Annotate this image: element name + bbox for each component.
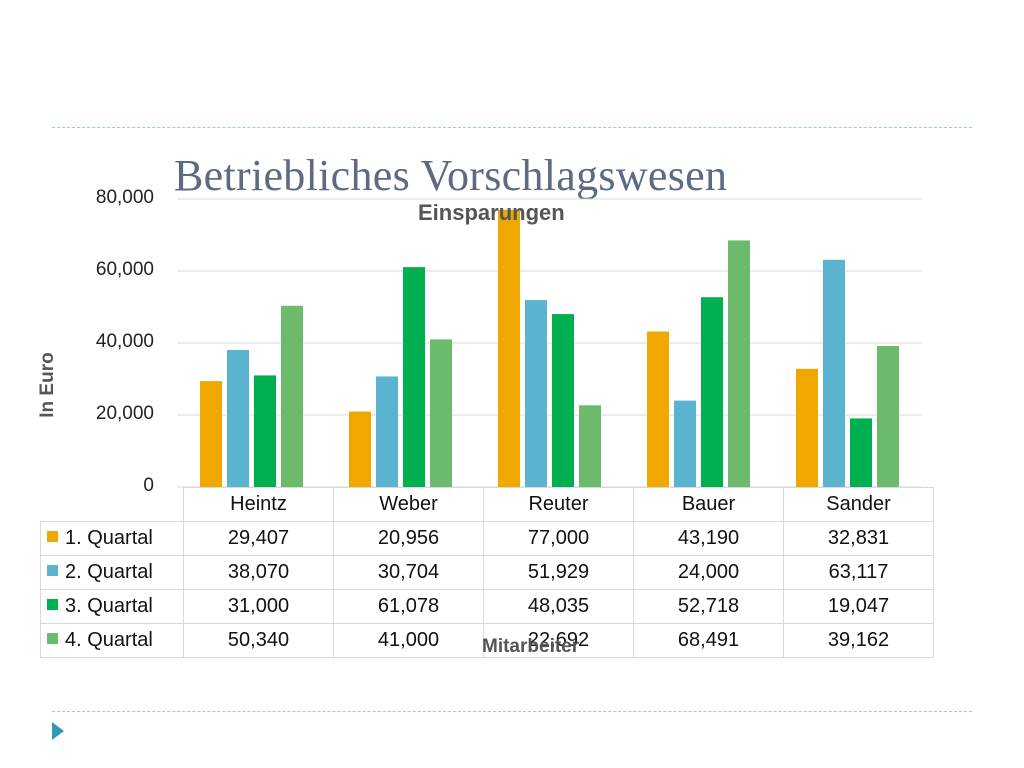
bar — [254, 375, 276, 487]
y-tick-label: 80,000 — [95, 187, 154, 208]
legend-swatch — [47, 565, 58, 577]
y-tick-label: 20,000 — [95, 403, 154, 424]
slide-title: Betriebliches Vorschlagswesen — [174, 151, 728, 200]
bar — [227, 349, 249, 487]
data-label: 43,190 — [633, 521, 784, 556]
bar — [796, 368, 818, 487]
bar — [674, 400, 696, 487]
bar — [552, 314, 574, 487]
bar — [850, 418, 872, 487]
data-label: 51,929 — [483, 555, 634, 590]
legend-entry: 3. Quartal — [40, 589, 184, 624]
data-label: 52,718 — [633, 589, 784, 624]
data-label: 30,704 — [333, 555, 484, 590]
category-label: Reuter — [483, 487, 634, 522]
legend-entry: 4. Quartal — [40, 623, 184, 658]
x-axis-label: Mitarbeiter — [482, 636, 580, 657]
data-table: Heintz Weber Reuter Bauer Sander 1. Quar… — [40, 487, 934, 658]
series-row: 2. Quartal 38,070 30,704 51,929 24,000 63,117 — [40, 555, 934, 590]
bar — [877, 346, 899, 487]
data-label: 61,078 — [333, 589, 484, 624]
bar — [579, 405, 601, 487]
bar — [728, 240, 750, 487]
series-name: 3. Quartal — [65, 595, 153, 617]
bottom-divider — [52, 711, 972, 712]
data-label: 32,831 — [783, 521, 934, 556]
bar — [281, 305, 303, 487]
table-corner — [41, 488, 184, 522]
y-tick-label: 60,000 — [95, 259, 154, 280]
series-name: 1. Quartal — [65, 527, 153, 549]
data-label: 20,956 — [333, 521, 484, 556]
data-label: 31,000 — [183, 589, 334, 624]
category-label: Bauer — [633, 487, 784, 522]
series-name: 4. Quartal — [65, 629, 153, 651]
data-label: 41,000 — [333, 623, 484, 658]
bar — [647, 331, 669, 487]
legend-entry: 2. Quartal — [40, 555, 184, 590]
data-label: 63,117 — [783, 555, 934, 590]
chart-title: Einsparungen — [418, 200, 565, 225]
series-row: 1. Quartal 29,407 20,956 77,000 43,190 32,831 — [40, 521, 934, 556]
bar — [430, 339, 452, 487]
bar — [525, 300, 547, 487]
legend-swatch — [47, 599, 58, 611]
category-label: Weber — [333, 487, 484, 522]
bar — [376, 376, 398, 487]
bars — [200, 209, 899, 488]
legend-entry: 1. Quartal — [40, 521, 184, 556]
y-axis-label: In Euro — [37, 352, 58, 418]
bar — [200, 381, 222, 487]
play-triangle-icon — [52, 722, 64, 740]
y-tick-label: 40,000 — [95, 331, 154, 352]
series-name: 2. Quartal — [65, 561, 153, 583]
bar — [823, 259, 845, 487]
legend-swatch — [47, 531, 58, 543]
category-row: Heintz Weber Reuter Bauer Sander — [41, 487, 934, 522]
data-label: 19,047 — [783, 589, 934, 624]
bar — [349, 411, 371, 487]
data-label: 38,070 — [183, 555, 334, 590]
bar — [403, 267, 425, 487]
category-label: Sander — [783, 487, 934, 522]
data-label: 68,491 — [633, 623, 784, 658]
data-label: 39,162 — [783, 623, 934, 658]
series-row: 3. Quartal 31,000 61,078 48,035 52,718 19,047 — [40, 589, 934, 624]
data-label: 48,035 — [483, 589, 634, 624]
bar — [701, 297, 723, 487]
data-label: 22,692 — [483, 623, 634, 658]
bar — [498, 209, 520, 488]
data-label: 24,000 — [633, 555, 784, 590]
data-label: 29,407 — [183, 521, 334, 556]
series-row: 4. Quartal 50,340 41,000 22,692 68,491 39,162 — [40, 623, 934, 658]
legend-swatch — [47, 633, 58, 645]
top-divider — [52, 127, 972, 128]
category-label: Heintz — [183, 487, 334, 522]
data-label: 50,340 — [183, 623, 334, 658]
data-label: 77,000 — [483, 521, 634, 556]
y-tick-label: 0 — [143, 475, 154, 496]
